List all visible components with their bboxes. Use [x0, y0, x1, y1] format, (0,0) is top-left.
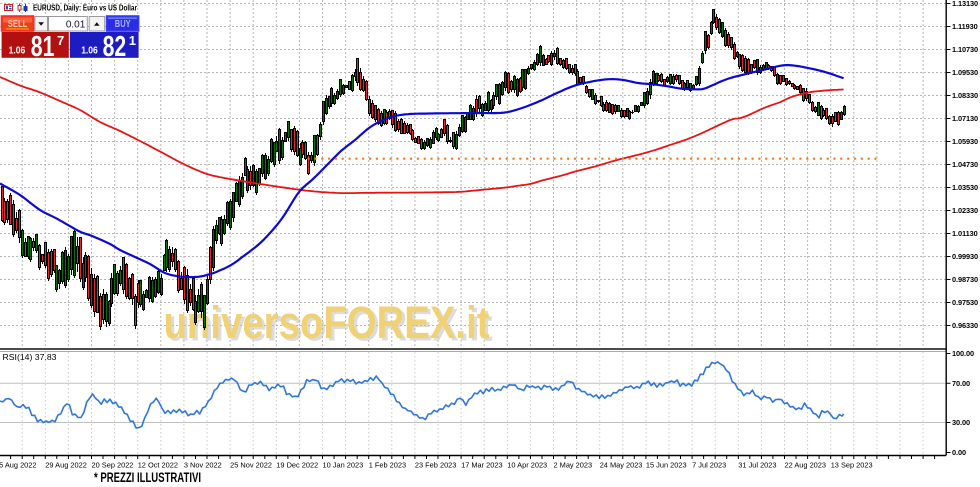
svg-text:10 Apr 2023: 10 Apr 2023 — [507, 461, 547, 470]
svg-text:1.01130: 1.01130 — [952, 229, 978, 238]
svg-text:5 Aug 2022: 5 Aug 2022 — [0, 461, 37, 470]
svg-text:1.10730: 1.10730 — [952, 45, 978, 54]
svg-text:19 Dec 2022: 19 Dec 2022 — [276, 461, 318, 470]
svg-text:2 May 2023: 2 May 2023 — [554, 461, 593, 470]
svg-text:1.04730: 1.04730 — [952, 160, 978, 169]
svg-text:12 Oct 2022: 12 Oct 2022 — [138, 461, 178, 470]
svg-text:1.08330: 1.08330 — [952, 91, 978, 100]
svg-text:BUY: BUY — [115, 18, 131, 30]
svg-text:30.00: 30.00 — [952, 418, 970, 427]
svg-text:20 Sep 2022: 20 Sep 2022 — [92, 461, 134, 470]
svg-text:1 Feb 2023: 1 Feb 2023 — [369, 461, 406, 470]
svg-text:universoFOREX.it: universoFOREX.it — [167, 300, 493, 351]
svg-text:SELL: SELL — [8, 18, 28, 30]
svg-text:1.06: 1.06 — [9, 44, 26, 56]
svg-text:0.98730: 0.98730 — [952, 275, 978, 284]
svg-text:31 Jul 2023: 31 Jul 2023 — [738, 461, 776, 470]
svg-text:100.00: 100.00 — [952, 349, 974, 358]
svg-text:25 Nov 2022: 25 Nov 2022 — [230, 461, 272, 470]
svg-text:23 Feb 2023: 23 Feb 2023 — [415, 461, 457, 470]
svg-text:7: 7 — [57, 33, 64, 48]
svg-text:1.11930: 1.11930 — [952, 22, 978, 31]
svg-text:universoFOREX.it: universoFOREX.it — [164, 297, 490, 348]
svg-text:7 Jul 2023: 7 Jul 2023 — [692, 461, 726, 470]
svg-text:1.07130: 1.07130 — [952, 114, 978, 123]
svg-text:0.99930: 0.99930 — [952, 252, 978, 261]
svg-text:0.97530: 0.97530 — [952, 298, 978, 307]
svg-text:1.09530: 1.09530 — [952, 68, 978, 77]
svg-text:15 Jun 2023: 15 Jun 2023 — [646, 461, 687, 470]
svg-text:1.03530: 1.03530 — [952, 183, 978, 192]
svg-text:29 Aug 2022: 29 Aug 2022 — [45, 461, 87, 470]
svg-text:24 May 2023: 24 May 2023 — [600, 461, 643, 470]
svg-text:EURUSD, Daily: Euro vs US Dol: EURUSD, Daily: Euro vs US Dollar — [33, 4, 138, 13]
svg-text:1.06: 1.06 — [81, 44, 98, 56]
svg-text:1.02330: 1.02330 — [952, 206, 978, 215]
svg-text:22 Aug 2023: 22 Aug 2023 — [785, 461, 827, 470]
svg-text:82: 82 — [103, 31, 127, 63]
svg-text:RSI(14) 37.83: RSI(14) 37.83 — [3, 353, 57, 362]
svg-text:13 Sep 2023: 13 Sep 2023 — [831, 461, 873, 470]
svg-text:0.01: 0.01 — [66, 19, 86, 30]
svg-text:0.00: 0.00 — [952, 448, 966, 457]
svg-text:0.96330: 0.96330 — [952, 321, 978, 330]
svg-text:* PREZZI ILLUSTRATIVI: * PREZZI ILLUSTRATIVI — [94, 470, 201, 485]
svg-text:17 Mar 2023: 17 Mar 2023 — [461, 461, 503, 470]
svg-text:1.05930: 1.05930 — [952, 137, 978, 146]
svg-text:3 Nov 2022: 3 Nov 2022 — [184, 461, 222, 470]
svg-text:81: 81 — [31, 31, 55, 63]
svg-text:10 Jan 2023: 10 Jan 2023 — [323, 461, 364, 470]
svg-text:1.13130: 1.13130 — [952, 0, 978, 8]
svg-text:70.00: 70.00 — [952, 379, 970, 388]
svg-text:1: 1 — [129, 33, 136, 48]
